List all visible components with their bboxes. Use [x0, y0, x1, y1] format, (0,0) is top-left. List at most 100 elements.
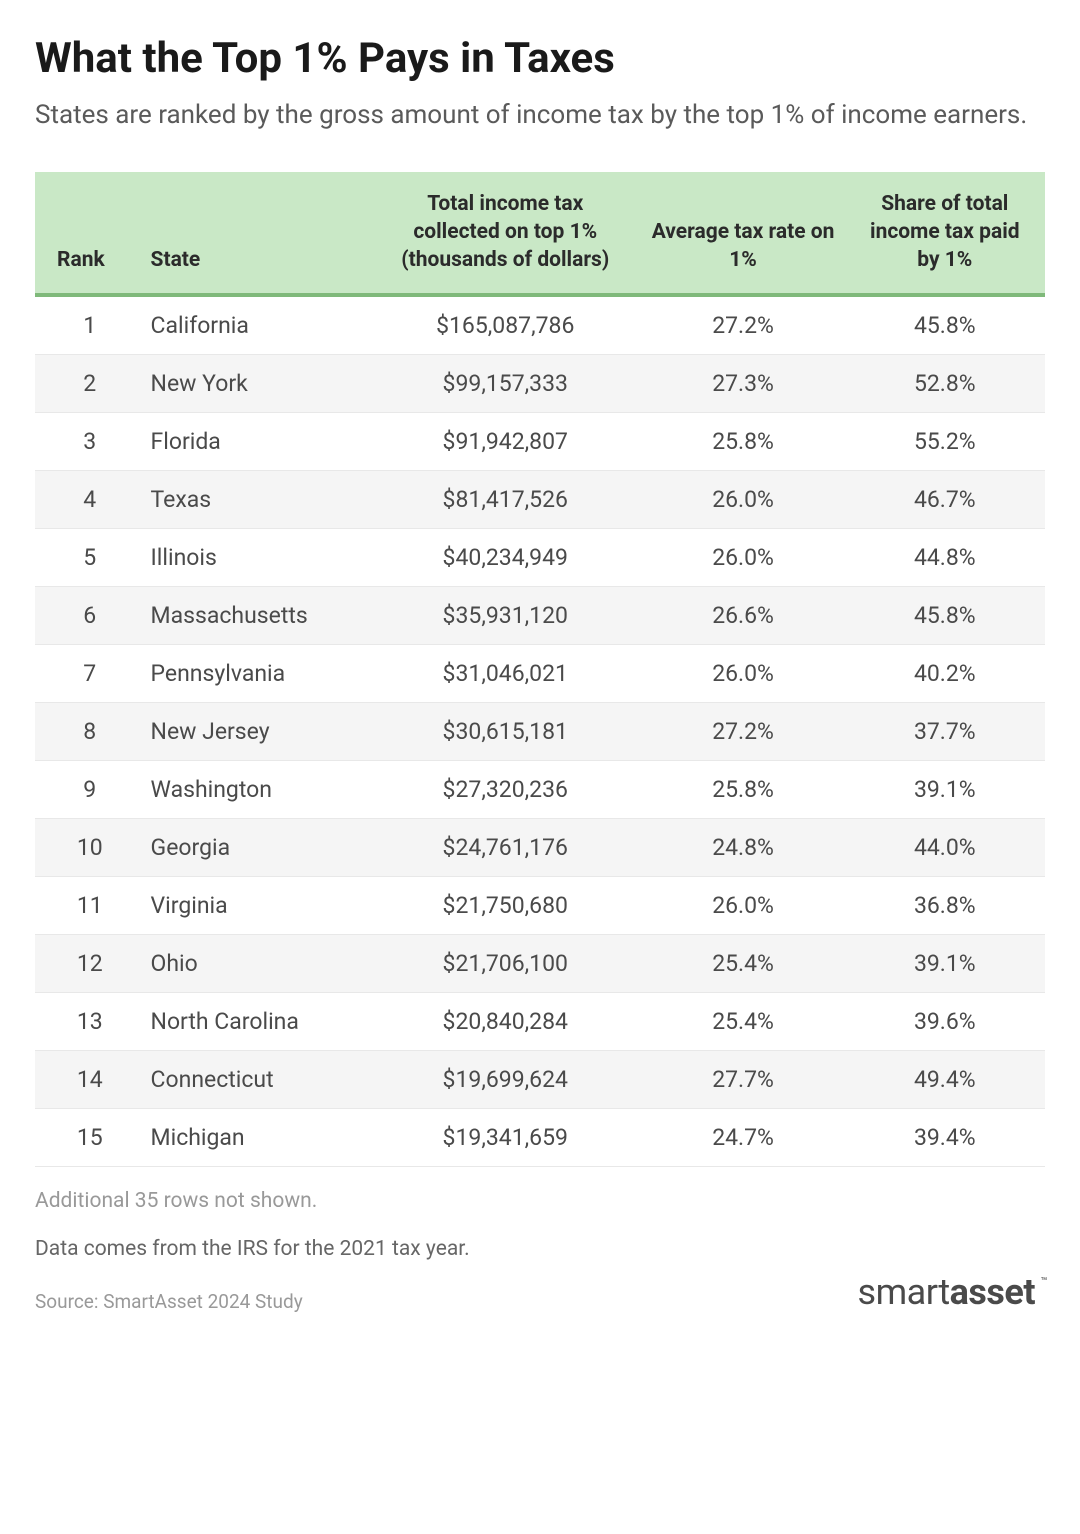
cell-avg-rate: 26.0% [634, 644, 853, 702]
cell-total-tax: $31,046,021 [377, 644, 634, 702]
cell-rank: 15 [35, 1108, 137, 1166]
cell-rank: 1 [35, 295, 137, 355]
cell-share: 40.2% [853, 644, 1045, 702]
cell-avg-rate: 25.8% [634, 412, 853, 470]
cell-total-tax: $40,234,949 [377, 528, 634, 586]
cell-state: California [137, 295, 377, 355]
cell-avg-rate: 27.2% [634, 702, 853, 760]
table-row: 4Texas$81,417,52626.0%46.7% [35, 470, 1045, 528]
table-row: 6Massachusetts$35,931,12026.6%45.8% [35, 586, 1045, 644]
cell-avg-rate: 26.6% [634, 586, 853, 644]
cell-share: 39.1% [853, 934, 1045, 992]
cell-state: New York [137, 354, 377, 412]
cell-total-tax: $27,320,236 [377, 760, 634, 818]
cell-state: Virginia [137, 876, 377, 934]
cell-avg-rate: 24.7% [634, 1108, 853, 1166]
cell-share: 44.0% [853, 818, 1045, 876]
cell-rank: 10 [35, 818, 137, 876]
cell-rank: 12 [35, 934, 137, 992]
cell-avg-rate: 25.4% [634, 934, 853, 992]
table-row: 1California$165,087,78627.2%45.8% [35, 295, 1045, 355]
cell-rank: 13 [35, 992, 137, 1050]
cell-share: 45.8% [853, 295, 1045, 355]
table-row: 14Connecticut$19,699,62427.7%49.4% [35, 1050, 1045, 1108]
cell-state: Washington [137, 760, 377, 818]
cell-state: North Carolina [137, 992, 377, 1050]
cell-state: Michigan [137, 1108, 377, 1166]
cell-total-tax: $99,157,333 [377, 354, 634, 412]
cell-state: Illinois [137, 528, 377, 586]
cell-avg-rate: 24.8% [634, 818, 853, 876]
cell-total-tax: $35,931,120 [377, 586, 634, 644]
cell-avg-rate: 27.2% [634, 295, 853, 355]
cell-share: 46.7% [853, 470, 1045, 528]
table-row: 12Ohio$21,706,10025.4%39.1% [35, 934, 1045, 992]
cell-avg-rate: 25.8% [634, 760, 853, 818]
cell-total-tax: $19,341,659 [377, 1108, 634, 1166]
cell-share: 36.8% [853, 876, 1045, 934]
table-row: 15Michigan$19,341,65924.7%39.4% [35, 1108, 1045, 1166]
cell-avg-rate: 26.0% [634, 470, 853, 528]
footnote-rows: Additional 35 rows not shown. [35, 1189, 1045, 1213]
cell-total-tax: $19,699,624 [377, 1050, 634, 1108]
table-row: 13North Carolina$20,840,28425.4%39.6% [35, 992, 1045, 1050]
header-avg-rate: Average tax rate on 1% [634, 172, 853, 295]
cell-state: Florida [137, 412, 377, 470]
cell-rank: 5 [35, 528, 137, 586]
cell-total-tax: $81,417,526 [377, 470, 634, 528]
cell-state: Pennsylvania [137, 644, 377, 702]
logo-part1: smart [858, 1271, 950, 1313]
cell-total-tax: $21,750,680 [377, 876, 634, 934]
cell-share: 49.4% [853, 1050, 1045, 1108]
table-header-row: Rank State Total income tax collected on… [35, 172, 1045, 295]
cell-state: Ohio [137, 934, 377, 992]
table-row: 5Illinois$40,234,94926.0%44.8% [35, 528, 1045, 586]
logo-tm: ™ [1041, 1275, 1047, 1288]
cell-total-tax: $165,087,786 [377, 295, 634, 355]
cell-avg-rate: 27.7% [634, 1050, 853, 1108]
cell-state: Georgia [137, 818, 377, 876]
cell-rank: 14 [35, 1050, 137, 1108]
smartasset-logo: smartasset™ [858, 1271, 1045, 1313]
cell-avg-rate: 26.0% [634, 528, 853, 586]
table-row: 2New York$99,157,33327.3%52.8% [35, 354, 1045, 412]
header-state: State [137, 172, 377, 295]
cell-rank: 4 [35, 470, 137, 528]
table-row: 11Virginia$21,750,68026.0%36.8% [35, 876, 1045, 934]
header-rank: Rank [35, 172, 137, 295]
footer-row: Source: SmartAsset 2024 Study smartasset… [35, 1271, 1045, 1313]
cell-rank: 8 [35, 702, 137, 760]
table-body: 1California$165,087,78627.2%45.8%2New Yo… [35, 295, 1045, 1167]
header-share: Share of total income tax paid by 1% [853, 172, 1045, 295]
cell-rank: 9 [35, 760, 137, 818]
cell-share: 39.1% [853, 760, 1045, 818]
cell-share: 37.7% [853, 702, 1045, 760]
cell-share: 44.8% [853, 528, 1045, 586]
header-total-tax: Total income tax collected on top 1% (th… [377, 172, 634, 295]
table-row: 7Pennsylvania$31,046,02126.0%40.2% [35, 644, 1045, 702]
cell-share: 45.8% [853, 586, 1045, 644]
table-row: 10Georgia$24,761,17624.8%44.0% [35, 818, 1045, 876]
cell-avg-rate: 27.3% [634, 354, 853, 412]
tax-table: Rank State Total income tax collected on… [35, 172, 1045, 1167]
table-row: 3Florida$91,942,80725.8%55.2% [35, 412, 1045, 470]
cell-total-tax: $30,615,181 [377, 702, 634, 760]
cell-state: Texas [137, 470, 377, 528]
cell-rank: 7 [35, 644, 137, 702]
cell-total-tax: $24,761,176 [377, 818, 634, 876]
cell-total-tax: $91,942,807 [377, 412, 634, 470]
cell-state: Massachusetts [137, 586, 377, 644]
cell-state: Connecticut [137, 1050, 377, 1108]
footnote-data: Data comes from the IRS for the 2021 tax… [35, 1237, 1045, 1261]
cell-avg-rate: 25.4% [634, 992, 853, 1050]
cell-total-tax: $20,840,284 [377, 992, 634, 1050]
cell-rank: 2 [35, 354, 137, 412]
cell-share: 52.8% [853, 354, 1045, 412]
cell-rank: 6 [35, 586, 137, 644]
table-row: 9Washington$27,320,23625.8%39.1% [35, 760, 1045, 818]
cell-share: 39.6% [853, 992, 1045, 1050]
cell-avg-rate: 26.0% [634, 876, 853, 934]
cell-rank: 11 [35, 876, 137, 934]
cell-share: 39.4% [853, 1108, 1045, 1166]
cell-rank: 3 [35, 412, 137, 470]
